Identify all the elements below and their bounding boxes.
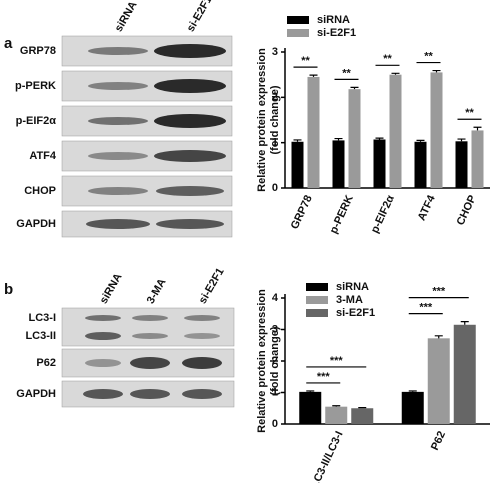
blot-row-label: LC3-I	[29, 312, 57, 324]
significance-label: **	[383, 53, 392, 65]
y-axis-label: Relative protein expression	[256, 48, 268, 192]
blot-row-label: LC3-II	[25, 330, 56, 342]
significance-label: ***	[317, 371, 331, 383]
error-bar	[416, 139, 425, 142]
bar	[453, 324, 476, 424]
bar	[332, 140, 345, 188]
y-tick-label: 0	[272, 418, 278, 430]
y-axis-label: (fold change)	[269, 326, 281, 395]
error-bar	[306, 390, 315, 392]
bar	[455, 141, 468, 188]
panel-label: b	[4, 281, 13, 298]
legend-label: siRNA	[336, 281, 369, 293]
legend-label: si-E2F1	[336, 307, 375, 319]
y-tick-label: 4	[272, 292, 279, 304]
bar	[291, 141, 304, 188]
y-tick-label: 3	[272, 323, 278, 335]
bar	[401, 391, 424, 424]
error-bar	[460, 321, 469, 325]
error-bar	[334, 137, 343, 141]
x-tick-label: LC3-II/LC3-I	[309, 429, 346, 483]
panel-label: a	[4, 35, 13, 52]
blot-row-label: p-EIF2α	[16, 115, 57, 127]
blot-lane-label: siRNA	[113, 0, 140, 34]
x-tick-label: ATF4	[416, 193, 439, 223]
blot-row-label: ATF4	[29, 150, 57, 162]
blot-lane-label: 3-MA	[145, 277, 169, 306]
error-bar	[408, 390, 417, 392]
error-bar	[309, 74, 318, 77]
significance-label: ***	[432, 286, 446, 298]
significance-label: ***	[419, 302, 433, 314]
error-bar	[332, 405, 341, 407]
y-axis-label: (fold change)	[269, 85, 281, 154]
error-bar	[375, 137, 384, 140]
bar	[389, 74, 402, 188]
significance-label: **	[342, 67, 351, 79]
bar	[299, 391, 322, 424]
blot-row-label: p-PERK	[15, 80, 56, 92]
bar	[430, 72, 443, 188]
bar	[427, 338, 450, 424]
bar	[348, 89, 361, 188]
error-bar	[293, 139, 302, 142]
legend-swatch	[306, 309, 328, 317]
x-tick-label: p-EIF2α	[369, 193, 397, 235]
bar	[414, 141, 427, 188]
y-tick-label: 2	[272, 355, 278, 367]
x-tick-label: GRP78	[289, 193, 315, 231]
blot-row-label: GAPDH	[16, 388, 56, 400]
blot-a	[61, 35, 233, 238]
error-bar	[457, 138, 466, 142]
x-tick-label: P62	[429, 429, 448, 452]
legend-label: 3-MA	[336, 294, 363, 306]
legend-swatch	[287, 16, 309, 24]
blot-row-label: GAPDH	[16, 218, 56, 230]
error-bar	[350, 86, 359, 90]
error-bar	[434, 335, 443, 339]
bar	[471, 130, 484, 188]
error-bar	[358, 407, 367, 409]
bar	[325, 406, 348, 424]
y-axis-label: Relative protein expression	[256, 289, 268, 433]
legend-swatch	[306, 283, 328, 291]
blot-row-label: P62	[36, 357, 56, 369]
blot-lane-label: si-E2F1	[197, 266, 227, 306]
y-tick-label: 1	[272, 386, 278, 398]
blot-lane-label: si-E2F1	[185, 0, 215, 34]
x-tick-label: CHOP	[455, 193, 479, 227]
legend-swatch	[287, 29, 309, 37]
x-tick-label: p-PERK	[328, 193, 356, 235]
blot-row-label: CHOP	[24, 185, 56, 197]
y-tick-label: 1	[272, 137, 278, 149]
error-bar	[473, 126, 482, 131]
bar	[373, 139, 386, 188]
bar	[351, 408, 374, 424]
y-tick-label: 3	[272, 46, 278, 58]
significance-label: ***	[330, 355, 344, 367]
legend-label: si-E2F1	[317, 27, 356, 39]
legend-label: siRNA	[317, 14, 350, 26]
blot-lane-label: siRNA	[98, 271, 125, 306]
error-bar	[432, 69, 441, 73]
legend-swatch	[306, 296, 328, 304]
significance-label: **	[301, 55, 310, 67]
y-tick-label: 2	[272, 91, 278, 103]
bar	[307, 76, 320, 188]
error-bar	[391, 72, 400, 75]
significance-label: **	[424, 50, 433, 62]
y-tick-label: 0	[272, 182, 278, 194]
blot-b	[61, 307, 235, 408]
significance-label: **	[465, 107, 474, 119]
blot-row-label: GRP78	[20, 45, 56, 57]
